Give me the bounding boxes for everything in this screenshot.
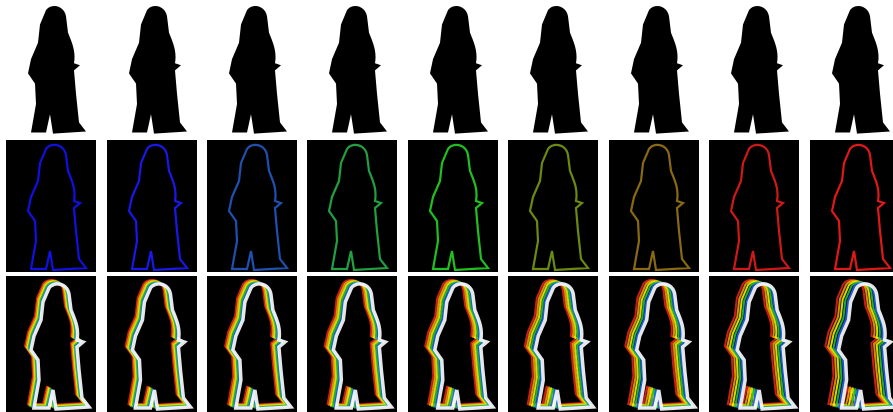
page: (() => { const ns = 'http://www.w3.org/2… xyxy=(0,0,893,412)
silhouette xyxy=(430,6,488,134)
silhouette xyxy=(631,6,689,134)
silhouette xyxy=(832,6,890,134)
silhouette-rows xyxy=(6,6,893,412)
image-grid xyxy=(0,0,893,412)
silhouette xyxy=(28,6,86,134)
silhouette xyxy=(129,6,187,134)
silhouette xyxy=(731,6,789,134)
silhouette xyxy=(329,6,387,134)
silhouette xyxy=(229,6,287,134)
silhouette xyxy=(530,6,588,134)
